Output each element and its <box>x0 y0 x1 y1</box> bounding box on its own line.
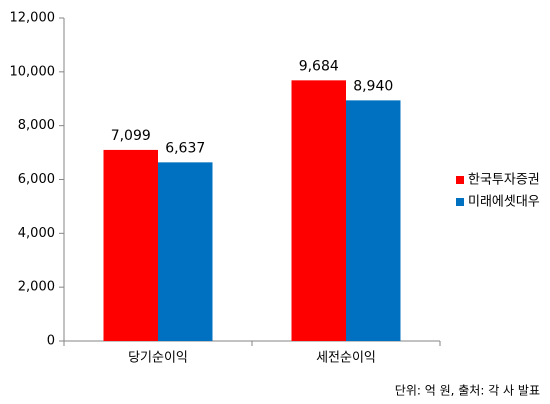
note: 단위: 억 원, 출처: 각 사 발표 <box>395 384 540 398</box>
bar <box>291 80 346 342</box>
bar <box>158 162 213 341</box>
bar <box>346 100 401 342</box>
y-tick-label: 2,000 <box>18 280 55 295</box>
legend-swatch <box>456 176 464 184</box>
x-tick-label: 당기순이익 <box>128 351 188 366</box>
value-label: 6,637 <box>165 140 205 156</box>
legend-label: 미래에셋대우 <box>468 195 540 210</box>
y-tick-label: 6,000 <box>18 172 55 187</box>
legend-swatch <box>456 198 464 206</box>
value-label: 9,684 <box>299 58 339 74</box>
y-tick-label: 10,000 <box>10 64 56 79</box>
legend-label: 한국투자증권 <box>468 173 540 188</box>
y-tick-label: 12,000 <box>10 11 56 26</box>
y-tick-label: 8,000 <box>18 118 55 133</box>
value-label: 8,940 <box>353 78 393 94</box>
value-label: 7,099 <box>111 128 151 144</box>
x-tick-label: 세전순이익 <box>316 351 376 366</box>
y-tick-label: 0 <box>47 334 55 349</box>
y-tick-label: 4,000 <box>18 226 55 241</box>
bar <box>103 149 158 341</box>
